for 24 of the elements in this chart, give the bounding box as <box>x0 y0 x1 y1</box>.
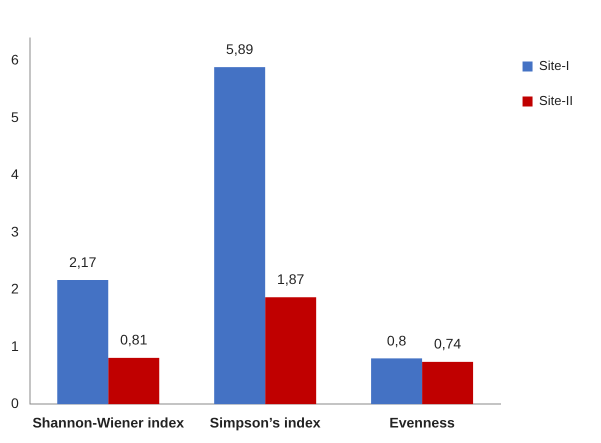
data-label: 0,74 <box>434 336 462 352</box>
bar <box>108 358 160 404</box>
y-tick-label: 0 <box>10 395 19 412</box>
y-tick-label: 1 <box>10 338 19 354</box>
bar <box>57 280 108 404</box>
bar <box>422 362 474 404</box>
y-tick-label: 5 <box>10 108 19 125</box>
data-label: 0,8 <box>386 332 407 348</box>
x-tick-label: Evenness <box>389 414 455 430</box>
x-tick-label: Simpson’s index <box>210 414 321 430</box>
legend-label: Site-II <box>539 93 574 108</box>
data-label: 5,89 <box>226 41 254 58</box>
legend-label: Site-I <box>539 58 570 74</box>
y-tick-label: 2 <box>10 280 19 297</box>
bar <box>265 297 316 404</box>
data-label: 0,81 <box>120 332 148 348</box>
y-tick-label: 6 <box>10 52 19 68</box>
y-tick-label: 3 <box>10 223 19 240</box>
y-tick-label: 4 <box>10 166 19 182</box>
data-label: 2,17 <box>69 254 97 270</box>
bar <box>371 358 422 404</box>
data-label: 1,87 <box>277 271 305 288</box>
x-tick-label: Shannon-Wiener index <box>32 414 184 430</box>
bar <box>214 67 266 404</box>
